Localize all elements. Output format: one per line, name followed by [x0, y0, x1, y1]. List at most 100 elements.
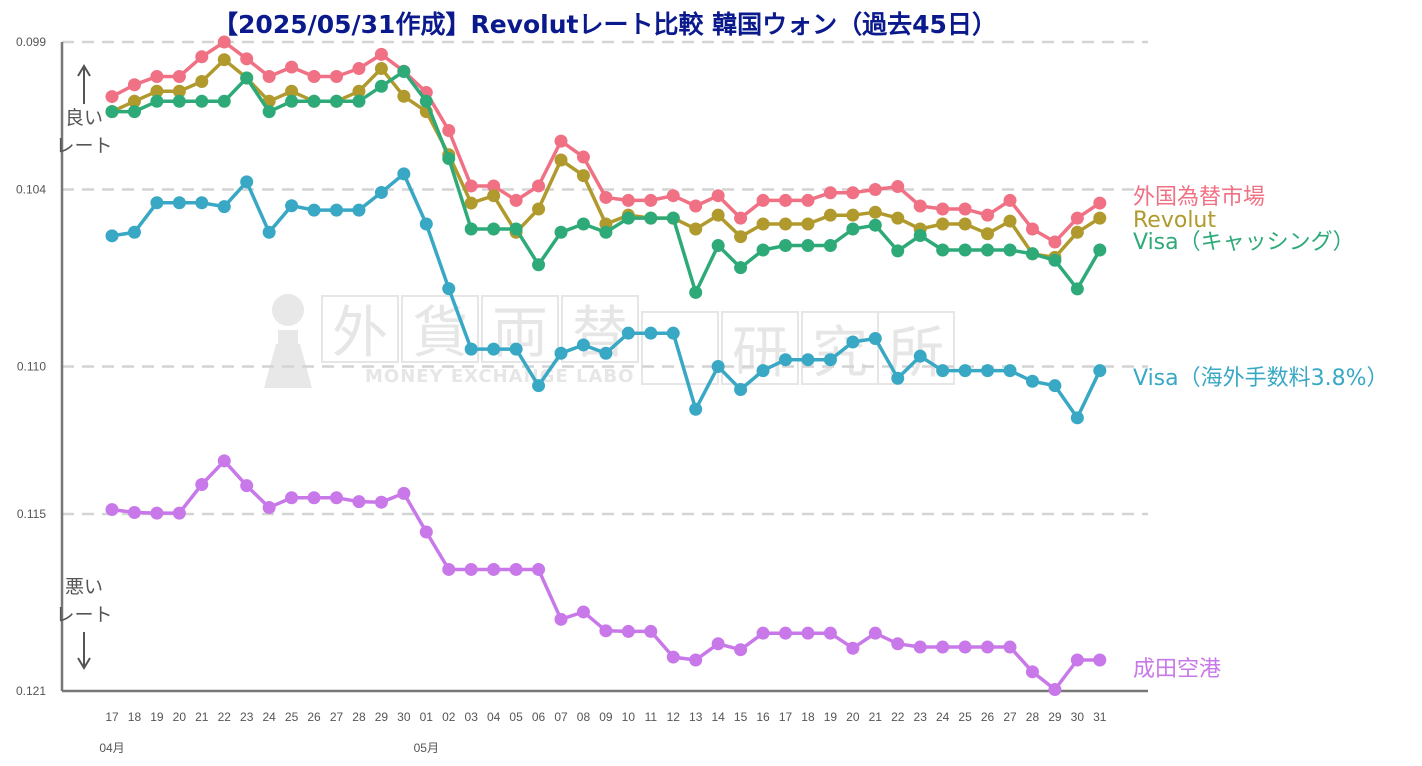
- worse-rate-label: 悪いレート: [55, 576, 112, 626]
- data-point: [689, 199, 703, 213]
- data-point: [487, 179, 501, 193]
- series-line: [112, 69, 1102, 295]
- data-point: [1070, 411, 1084, 425]
- data-point: [823, 208, 837, 222]
- down-arrow-head-icon: [77, 657, 91, 670]
- x-tick-label: 07: [554, 710, 568, 724]
- y-tick-labels: 0.099 0.104 0.110 0.115 0.121: [16, 35, 46, 698]
- worse-rate-note: 悪いレート: [55, 576, 113, 670]
- data-point: [442, 282, 456, 296]
- data-point: [217, 94, 231, 108]
- data-point: [397, 167, 411, 181]
- data-point: [868, 626, 882, 640]
- data-point: [1070, 653, 1084, 667]
- x-tick-label: 22: [218, 710, 232, 724]
- data-point: [105, 503, 119, 517]
- data-point: [1093, 211, 1107, 225]
- data-point: [442, 152, 456, 166]
- data-point: [734, 383, 748, 397]
- x-tick-label: 24: [936, 710, 950, 724]
- data-point: [532, 562, 546, 576]
- data-point: [801, 239, 815, 253]
- data-point: [644, 326, 658, 340]
- data-point: [554, 346, 568, 360]
- data-point: [307, 491, 321, 505]
- data-point: [846, 208, 860, 222]
- data-point: [599, 624, 613, 638]
- data-point: [1003, 640, 1017, 654]
- month-label: 05月: [414, 741, 439, 755]
- data-point: [801, 217, 815, 231]
- data-point: [374, 62, 388, 76]
- data-point: [127, 78, 141, 92]
- data-point: [464, 179, 478, 193]
- x-tick-label: 28: [1026, 710, 1040, 724]
- data-point: [397, 89, 411, 103]
- data-point: [734, 230, 748, 244]
- x-tick-label: 11: [645, 710, 658, 724]
- data-point: [172, 506, 186, 520]
- data-point: [689, 222, 703, 236]
- data-point: [756, 626, 770, 640]
- x-tick-label: 31: [1093, 710, 1107, 724]
- data-point: [105, 229, 119, 243]
- data-point: [464, 196, 478, 210]
- x-tick-label: 30: [1071, 710, 1085, 724]
- data-point: [172, 70, 186, 84]
- x-tick-label: 09: [599, 710, 613, 724]
- data-point: [621, 193, 635, 207]
- data-point: [981, 640, 995, 654]
- data-point: [711, 189, 725, 203]
- data-point: [644, 624, 658, 638]
- data-point: [891, 637, 905, 651]
- data-point: [711, 239, 725, 253]
- data-point: [352, 495, 366, 509]
- x-tick-label: 12: [667, 710, 681, 724]
- data-point: [868, 205, 882, 219]
- data-point: [195, 196, 209, 210]
- y-tick-label: 0.115: [17, 507, 46, 521]
- data-point: [1070, 211, 1084, 225]
- data-point: [217, 35, 231, 49]
- x-tick-label: 05: [509, 710, 523, 724]
- data-point: [105, 105, 119, 119]
- data-point: [150, 196, 164, 210]
- data-point: [621, 211, 635, 225]
- data-point: [711, 208, 725, 222]
- data-point: [1025, 247, 1039, 261]
- x-tick-label: 20: [846, 710, 860, 724]
- watermark-kanji: 外貨両替研究所: [332, 301, 944, 386]
- data-point: [801, 626, 815, 640]
- series-Visa（海外手数料3.8%）: [105, 167, 1107, 425]
- data-point: [307, 70, 321, 84]
- data-point: [262, 501, 276, 515]
- data-point: [689, 402, 703, 416]
- data-point: [599, 190, 613, 204]
- x-tick-label: 25: [285, 710, 299, 724]
- x-tick-label: 03: [465, 710, 479, 724]
- data-point: [576, 217, 590, 231]
- data-point: [644, 193, 658, 207]
- data-point: [1093, 364, 1107, 378]
- x-tick-label: 10: [622, 710, 636, 724]
- data-point: [554, 134, 568, 148]
- data-point: [1003, 214, 1017, 228]
- data-point: [487, 562, 501, 576]
- y-tick-label: 0.110: [17, 360, 46, 374]
- data-point: [801, 353, 815, 367]
- data-point: [217, 454, 231, 468]
- data-point: [711, 360, 725, 373]
- x-tick-label: 29: [1048, 710, 1062, 724]
- data-point: [262, 225, 276, 239]
- up-arrow-head-icon: [77, 64, 91, 77]
- data-point: [1003, 193, 1017, 207]
- data-point: [689, 285, 703, 299]
- data-point: [576, 605, 590, 619]
- data-point: [599, 225, 613, 239]
- x-tick-label: 26: [981, 710, 995, 724]
- data-point: [891, 371, 905, 385]
- x-tick-label: 23: [914, 710, 928, 724]
- watermark-boxes: [321, 295, 955, 385]
- x-tick-label: 29: [375, 710, 389, 724]
